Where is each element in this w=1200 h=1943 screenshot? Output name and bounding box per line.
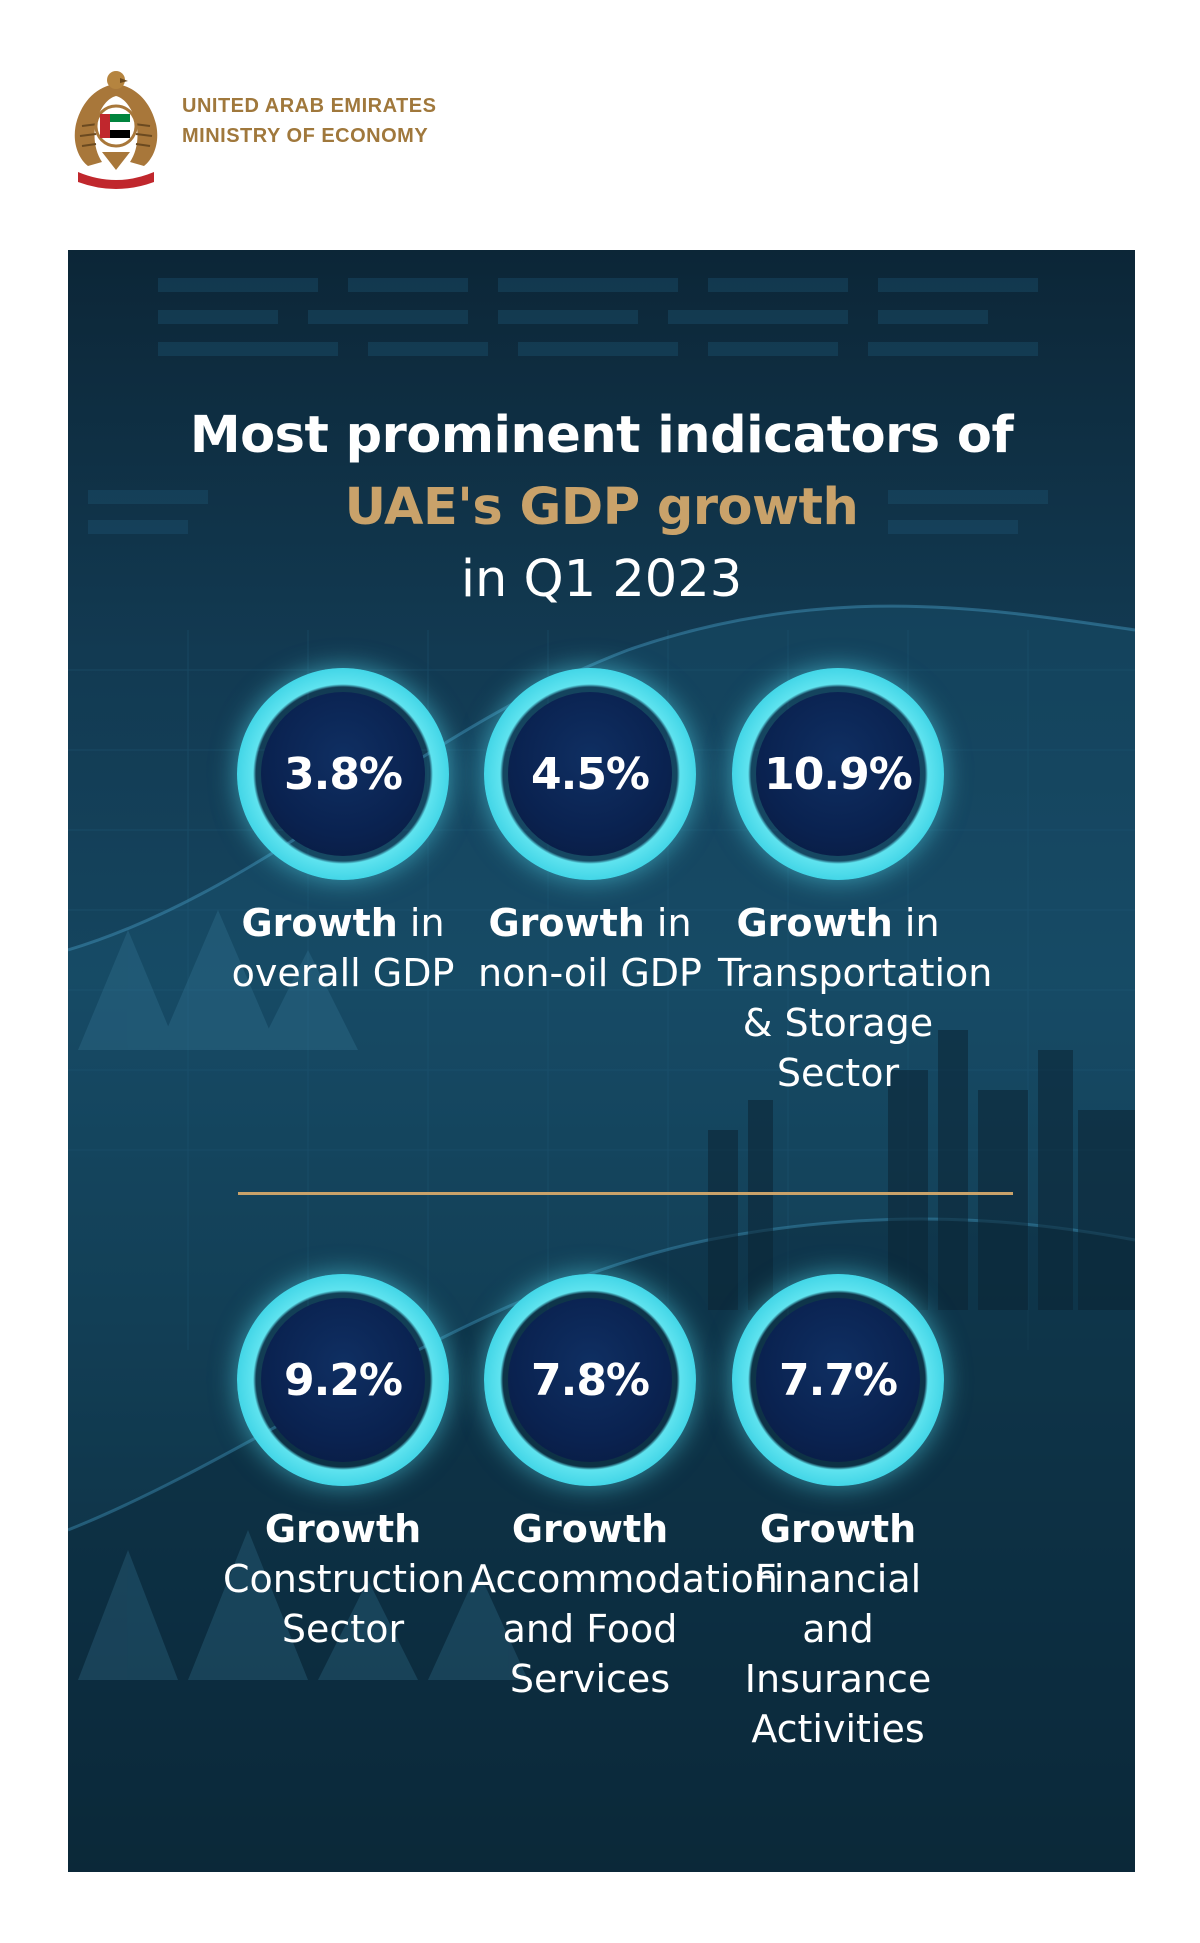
stat-financial: 7.7% Growth Financial and Insurance Acti… xyxy=(718,1274,958,1754)
stat-label: Growth in Transportation & Storage Secto… xyxy=(718,901,993,1095)
stat-construction: 9.2% Growth Construction Sector xyxy=(223,1274,465,1654)
stat-label: Growth Financial and Insurance Activitie… xyxy=(744,1507,932,1751)
stat-value: 7.7% xyxy=(778,1354,898,1406)
stat-label: Growth in overall GDP xyxy=(231,901,455,995)
stat-value: 3.8% xyxy=(283,748,403,800)
stat-label: Growth Accommodation and Food Services xyxy=(470,1507,778,1701)
stat-accommodation: 7.8% Growth Accommodation and Food Servi… xyxy=(470,1274,778,1704)
infographic-title: Most prominent indicators of UAE's GDP g… xyxy=(68,400,1135,616)
stat-ring: 7.7% xyxy=(732,1274,944,1486)
title-line-2: UAE's GDP growth xyxy=(344,478,859,537)
stat-ring: 3.8% xyxy=(237,668,449,880)
stat-ring: 10.9% xyxy=(732,668,944,880)
stat-value: 4.5% xyxy=(530,748,650,800)
organization-name: UNITED ARAB EMIRATES MINISTRY OF ECONOMY xyxy=(182,91,436,151)
stat-value: 9.2% xyxy=(283,1354,403,1406)
stat-non-oil-gdp: 4.5% Growth in non-oil GDP xyxy=(470,668,710,998)
stat-transportation: 10.9% Growth in Transportation & Storage… xyxy=(718,668,993,1098)
org-line-2: MINISTRY OF ECONOMY xyxy=(182,125,429,147)
stat-value: 10.9% xyxy=(764,748,913,800)
stat-label: Growth in non-oil GDP xyxy=(478,901,702,995)
section-divider xyxy=(238,1192,1013,1195)
uae-emblem-icon xyxy=(74,71,158,189)
stat-label: Growth Construction Sector xyxy=(223,1507,465,1651)
title-line-3: in Q1 2023 xyxy=(460,550,743,609)
stat-ring: 4.5% xyxy=(484,668,696,880)
infographic-panel: Most prominent indicators of UAE's GDP g… xyxy=(68,250,1135,1872)
org-line-1: UNITED ARAB EMIRATES xyxy=(182,95,437,117)
stat-value: 7.8% xyxy=(530,1354,650,1406)
title-line-1: Most prominent indicators of xyxy=(189,406,1014,465)
stat-ring: 9.2% xyxy=(237,1274,449,1486)
stat-overall-gdp: 3.8% Growth in overall GDP xyxy=(223,668,463,998)
stat-ring: 7.8% xyxy=(484,1274,696,1486)
header: UNITED ARAB EMIRATES MINISTRY OF ECONOMY xyxy=(68,66,668,196)
